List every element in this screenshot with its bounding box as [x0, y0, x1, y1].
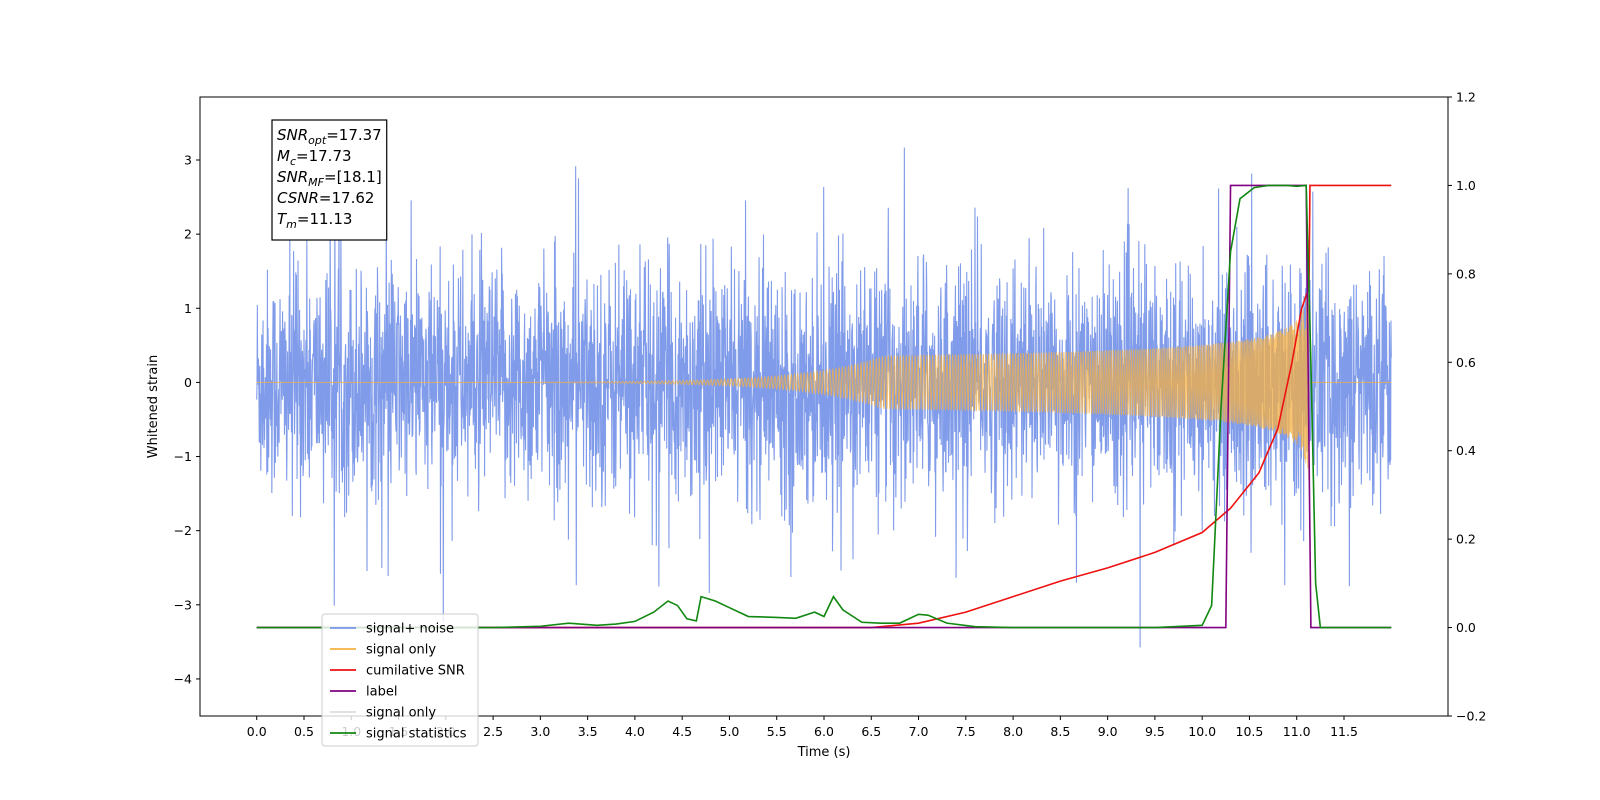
legend-entry: signal statistics	[366, 727, 467, 742]
y-tick-label: −3	[174, 597, 192, 612]
x-tick-label: 4.0	[625, 724, 645, 739]
x-tick-label: 6.5	[861, 724, 881, 739]
y2-tick-label: −0.2	[1456, 709, 1486, 724]
series-signal-only	[256, 292, 1392, 480]
y2-tick-label: 0.8	[1456, 266, 1476, 281]
x-tick-label: 10.0	[1188, 724, 1216, 739]
y2-tick-label: 0.0	[1456, 620, 1476, 635]
legend: signal+ noise signal only cumilative SNR la…	[321, 613, 479, 747]
x-tick-label: 3.0	[530, 724, 550, 739]
y2-tick-label: 1.2	[1456, 90, 1476, 105]
plot-area	[256, 147, 1392, 648]
annotation-line: Tm=11.13	[277, 210, 352, 231]
x-tick-label: 5.5	[767, 724, 787, 739]
x-tick-label: 8.0	[1003, 724, 1023, 739]
x-tick-label: 3.5	[578, 724, 598, 739]
x-axis-label: Time (s)	[797, 745, 851, 760]
legend-entry: signal+ noise	[366, 622, 454, 637]
y-tick-label: 2	[184, 227, 192, 242]
series-signal-statistics	[256, 184, 1392, 629]
annotation-line: Mc=17.73	[277, 147, 352, 168]
y-tick-label: 1	[184, 301, 192, 316]
annotation-line: SNRopt=17.37	[277, 126, 382, 147]
y-tick-label: −1	[174, 449, 192, 464]
x-tick-label: 4.5	[672, 724, 692, 739]
annotation-box: SNRopt=17.37Mc=17.73SNRMF=[18.1]CSNR=17.…	[271, 119, 388, 241]
x-tick-label: 6.0	[814, 724, 834, 739]
legend-frame	[321, 613, 479, 747]
x-tick-label: 7.5	[956, 724, 976, 739]
y-tick-label: −4	[174, 671, 192, 686]
x-tick-label: 11.5	[1330, 724, 1358, 739]
y-tick-label: 0	[184, 375, 192, 390]
legend-entry: signal only	[366, 643, 436, 658]
y-tick-label: 3	[184, 153, 192, 168]
x-tick-label: 7.0	[909, 724, 929, 739]
x-tick-label: 11.0	[1283, 724, 1311, 739]
y2-tick-label: 1.0	[1456, 178, 1476, 193]
legend-entry: signal only	[366, 706, 436, 721]
annotation-frame	[271, 119, 388, 241]
y-axis-left: −4 −3 −2 −1 0 1 2 3	[174, 153, 200, 686]
x-tick-label: 9.0	[1098, 724, 1118, 739]
y-axis-right: −0.2 0.0 0.2 0.4 0.6 0.8 1.0 1.2	[1448, 90, 1486, 724]
y-axis-label: Whitened strain	[146, 355, 161, 458]
y2-tick-label: 0.6	[1456, 355, 1476, 370]
x-tick-label: 5.0	[720, 724, 740, 739]
y2-tick-label: 0.2	[1456, 532, 1476, 547]
annotation-line: CSNR=17.62	[277, 189, 374, 207]
x-tick-label: 0.0	[247, 724, 267, 739]
x-tick-label: 2.5	[483, 724, 503, 739]
x-tick-label: 0.5	[294, 724, 314, 739]
x-tick-label: 9.5	[1145, 724, 1165, 739]
x-tick-label: 10.5	[1236, 724, 1264, 739]
y-tick-label: −2	[174, 523, 192, 538]
annotation-line: SNRMF=[18.1]	[277, 168, 382, 189]
series-cumilative-snr	[256, 184, 1392, 629]
x-tick-label: 8.5	[1050, 724, 1070, 739]
x-axis: 0.00.51.01.52.02.53.03.54.04.55.05.56.06…	[247, 716, 1358, 739]
y2-tick-label: 0.4	[1456, 443, 1476, 458]
legend-entry: cumilative SNR	[366, 664, 465, 679]
legend-entry: label	[366, 685, 397, 700]
